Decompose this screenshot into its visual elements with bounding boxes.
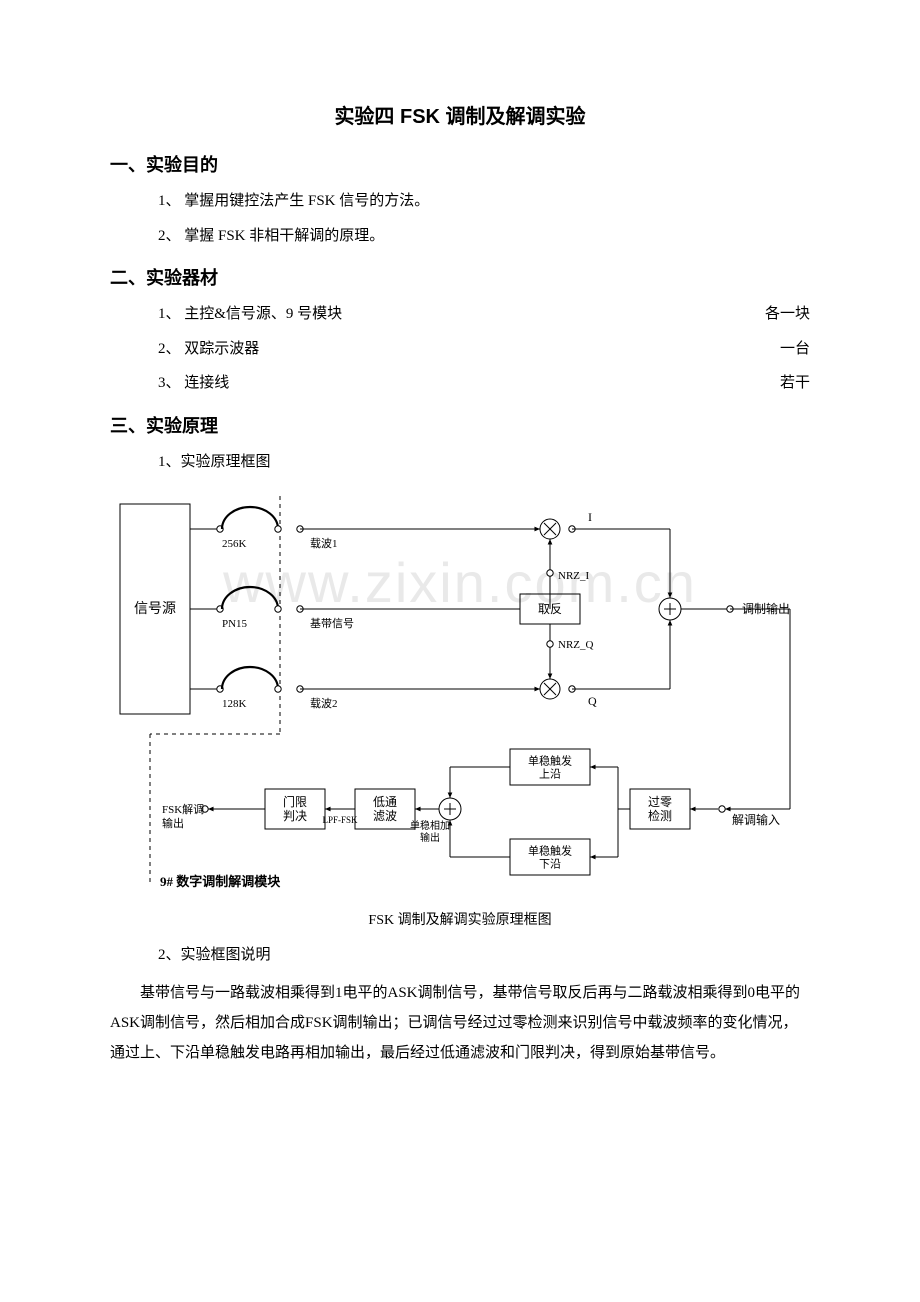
svg-text:256K: 256K xyxy=(222,538,247,550)
list-item: 1、 掌握用键控法产生 FSK 信号的方法。 xyxy=(158,187,810,216)
section-heading-2: 二、实验器材 xyxy=(110,264,810,290)
item-right: 一台 xyxy=(780,335,810,364)
svg-text:单稳相加: 单稳相加 xyxy=(410,819,450,832)
svg-text:信号源: 信号源 xyxy=(134,601,176,617)
list-item: 3、 连接线 若干 xyxy=(158,369,810,398)
svg-text:门限: 门限 xyxy=(283,794,307,809)
svg-text:输出: 输出 xyxy=(420,831,440,844)
svg-text:输出: 输出 xyxy=(162,816,184,830)
list-item: 1、 主控&信号源、9 号模块 各一块 xyxy=(158,300,810,329)
list-item: 2、 双踪示波器 一台 xyxy=(158,335,810,364)
svg-text:NRZ_I: NRZ_I xyxy=(558,570,590,582)
svg-text:检测: 检测 xyxy=(648,808,672,823)
item-left: 2、 双踪示波器 xyxy=(158,335,259,364)
sub-heading: 2、实验框图说明 xyxy=(158,941,810,970)
svg-text:FSK解调: FSK解调 xyxy=(162,802,204,816)
svg-text:NRZ_Q: NRZ_Q xyxy=(558,639,594,651)
section-heading-3: 三、实验原理 xyxy=(110,412,810,438)
item-left: 3、 连接线 xyxy=(158,369,229,398)
list-item: 2、 掌握 FSK 非相干解调的原理。 xyxy=(158,222,810,251)
svg-text:单稳触发: 单稳触发 xyxy=(528,754,572,768)
section-heading-1: 一、实验目的 xyxy=(110,151,810,177)
svg-text:I: I xyxy=(588,510,592,524)
svg-text:过零: 过零 xyxy=(648,795,672,809)
sub-heading: 1、实验原理框图 xyxy=(158,448,810,477)
svg-text:LPF-FSK: LPF-FSK xyxy=(322,815,358,825)
item-right: 若干 xyxy=(780,369,810,398)
fsk-diagram: 信号源256K载波1PN15基带信号128K载波2IQNRZ_I取反NRZ_Q调… xyxy=(110,484,810,899)
svg-text:取反: 取反 xyxy=(538,602,562,616)
svg-text:128K: 128K xyxy=(222,698,247,710)
svg-text:载波1: 载波1 xyxy=(310,537,338,550)
item-right: 各一块 xyxy=(765,300,810,329)
svg-text:上沿: 上沿 xyxy=(539,768,561,781)
figure-caption: FSK 调制及解调实验原理框图 xyxy=(110,909,810,929)
svg-text:PN15: PN15 xyxy=(222,618,248,630)
svg-text:单稳触发: 单稳触发 xyxy=(528,844,572,858)
svg-text:Q: Q xyxy=(588,694,597,708)
item-left: 1、 主控&信号源、9 号模块 xyxy=(158,300,342,329)
svg-text:滤波: 滤波 xyxy=(373,809,397,823)
page-title: 实验四 FSK 调制及解调实验 xyxy=(110,100,810,129)
svg-text:下沿: 下沿 xyxy=(539,858,561,871)
svg-text:低通: 低通 xyxy=(373,795,397,809)
svg-text:解调输入: 解调输入 xyxy=(732,812,780,827)
svg-text:9# 数字调制解调模块: 9# 数字调制解调模块 xyxy=(160,874,281,889)
svg-text:载波2: 载波2 xyxy=(310,697,338,710)
paragraph: 基带信号与一路载波相乘得到1电平的ASK调制信号，基带信号取反后再与二路载波相乘… xyxy=(110,978,810,1068)
svg-text:判决: 判决 xyxy=(283,809,307,823)
svg-text:基带信号: 基带信号 xyxy=(310,617,354,630)
